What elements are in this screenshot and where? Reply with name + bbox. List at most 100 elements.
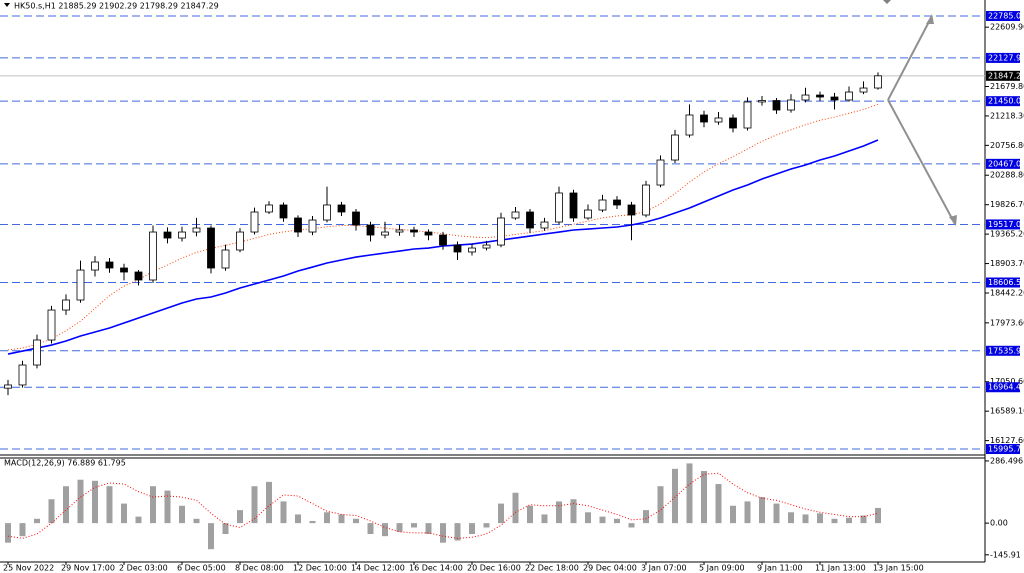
candle-body [859, 87, 868, 93]
macd-bar [483, 523, 490, 528]
level-tag [986, 345, 1020, 356]
level-label: 22127.93 [988, 53, 1024, 62]
macd-bar [541, 514, 548, 524]
macd-title: MACD(12,26,9) 76.889 61.795 [4, 459, 126, 468]
macd-bar [556, 501, 562, 524]
candle-body [149, 231, 157, 281]
candle-body [250, 211, 259, 233]
level-tag [986, 11, 1020, 22]
candle-body [656, 159, 665, 186]
macd-bar [701, 471, 707, 524]
candle-body [163, 231, 172, 239]
y-tick-label: 22609.90 [990, 23, 1024, 32]
y-tick-label: 16589.10 [990, 407, 1024, 416]
candle-body [47, 309, 56, 341]
x-tick-label: 5 Jan 09:00 [699, 564, 745, 573]
y-tick-label: 21679.80 [990, 82, 1024, 91]
macd-bar [759, 497, 765, 524]
y-tick-label: 18442.20 [990, 288, 1024, 297]
macd-bar [730, 505, 736, 524]
candle-body [816, 94, 824, 98]
macd-bar [802, 514, 809, 524]
x-tick-label: 3 Jan 07:00 [641, 564, 687, 573]
candle-body [410, 229, 418, 233]
macd-bar [150, 486, 156, 524]
macd-bar [527, 505, 533, 524]
level-label: 22785.00 [988, 12, 1024, 21]
candle-body [236, 231, 244, 251]
chart-title: HK50.s,H1 21885.29 21902.29 21798.29 218… [14, 2, 219, 11]
macd-bar [367, 523, 374, 534]
macd-bar [222, 523, 229, 534]
x-tick-label: 16 Dec 14:00 [409, 564, 463, 573]
macd-bar [396, 523, 403, 532]
candle-body [598, 199, 607, 211]
candle-body [308, 219, 317, 233]
macd-bar [411, 523, 417, 528]
candle-body [424, 231, 433, 236]
macd-bar [34, 518, 40, 524]
x-tick-label: 29 Dec 04:00 [583, 564, 637, 573]
candle-body [323, 204, 331, 221]
signal-line [7, 472, 879, 539]
candle-body [772, 100, 781, 111]
macd-bar [295, 514, 301, 524]
macd-bar [63, 486, 69, 524]
y-tick-label: 17050.60 [990, 377, 1024, 386]
arrow-head [926, 14, 934, 24]
candle-body [4, 384, 12, 389]
macd-bar [469, 523, 475, 534]
candle-body [700, 114, 708, 123]
macd-bar [831, 518, 838, 524]
macd-bar [454, 523, 461, 541]
menu-arrow [4, 3, 10, 7]
candle-body [120, 267, 128, 273]
x-tick-label: 20 Dec 16:00 [467, 564, 521, 573]
candle-body [845, 91, 853, 101]
y-tick-label: 18903.70 [990, 259, 1024, 268]
level-label: 15995.70 [988, 445, 1024, 454]
candle-body [221, 249, 230, 269]
x-tick-label: 13 Jan 15:00 [873, 564, 924, 573]
candle-body [569, 192, 578, 219]
candle-body [511, 211, 520, 219]
macd-bar [382, 523, 388, 537]
macd-bar [773, 503, 780, 524]
macd-bar [744, 501, 751, 524]
candle-body [62, 299, 70, 311]
level-tag [986, 219, 1020, 230]
y-tick-label: 19826.70 [990, 200, 1024, 209]
y-tick-label: 21218.30 [990, 111, 1024, 120]
macd-bar [715, 484, 722, 524]
macd-bar [440, 523, 446, 543]
candle-body [526, 211, 534, 229]
macd-bar [686, 463, 693, 524]
macd-bar [570, 499, 577, 524]
y-tick-label: 20756.80 [990, 141, 1024, 150]
level-tag [986, 382, 1020, 393]
y-tick-label: 286.496 [990, 456, 1023, 465]
level-label: 16964.49 [988, 383, 1024, 392]
macd-bar [208, 523, 214, 550]
candle-body [497, 217, 505, 246]
candle-body [801, 94, 810, 101]
level-tag [986, 277, 1020, 288]
level-label: 21450.00 [988, 97, 1024, 106]
level-tag [986, 158, 1020, 169]
x-tick-label: 22 Dec 18:00 [525, 564, 579, 573]
macd-bar [251, 486, 258, 524]
candle-body [613, 199, 621, 206]
marks: 22609.90 21679.80 21218.30 20756.80 20288.80… [0, 11, 1024, 573]
candle-body [192, 227, 201, 233]
candle-body [743, 101, 752, 129]
scroll-marker [883, 0, 891, 4]
x-tick-label: 2 Dec 03:00 [119, 564, 168, 573]
macd-bar [121, 503, 127, 524]
level-tag [986, 52, 1020, 63]
macd-bar [817, 513, 823, 524]
candle-body [540, 221, 549, 229]
x-tick-label: 6 Dec 05:00 [177, 564, 226, 573]
macd-bar [164, 490, 171, 524]
candle-body [874, 75, 882, 89]
candle-body [294, 217, 302, 233]
